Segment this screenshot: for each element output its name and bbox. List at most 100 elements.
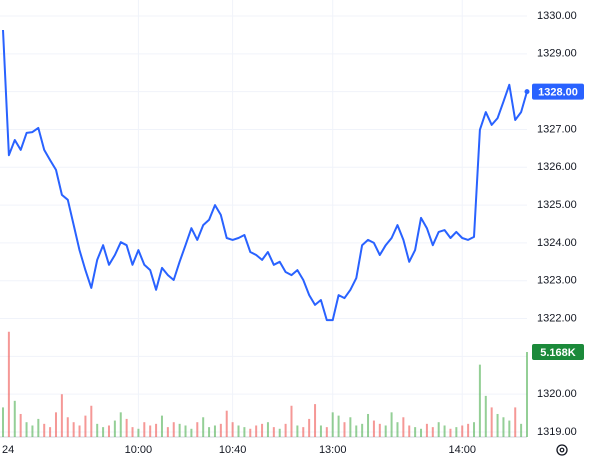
volume-bar (196, 422, 199, 437)
volume-bar (378, 423, 381, 437)
volume-bar (290, 405, 293, 437)
volume-bar (278, 428, 281, 437)
volume-bar (496, 413, 499, 437)
volume-bar (66, 417, 69, 437)
volume-bar (143, 422, 146, 437)
y-tick-label: 1324.00 (537, 237, 577, 249)
volume-bar (467, 423, 470, 437)
volume-bar (213, 425, 216, 437)
volume-bar (178, 423, 181, 437)
volume-bar (202, 417, 205, 437)
volume-bar (284, 423, 287, 437)
volume-bar (343, 422, 346, 437)
volume-bar (490, 407, 493, 437)
volume-bar (231, 422, 234, 437)
volume-bar (272, 427, 275, 437)
volume-bar (484, 395, 487, 437)
volume-bar (455, 427, 458, 437)
price-line (2, 29, 528, 322)
volume-bar (325, 427, 328, 437)
volume-bar (137, 428, 140, 437)
volume-bar (420, 428, 423, 437)
volume-bar (520, 423, 523, 437)
volume-bar (331, 412, 334, 437)
volume-bar (461, 425, 464, 437)
volume-bar (437, 422, 440, 437)
y-tick-label: 1326.00 (537, 161, 577, 173)
volume-bar (113, 420, 116, 437)
y-tick-label: 1327.00 (537, 123, 577, 135)
volume-bar (449, 428, 452, 437)
settings-icon[interactable] (556, 444, 568, 456)
volume-bar (102, 427, 105, 437)
volume-bar (367, 413, 370, 437)
volume-bar (184, 425, 187, 437)
y-tick-label: 1330.00 (537, 10, 577, 22)
volume-bar (372, 420, 375, 437)
price-badge-label: 1328.00 (538, 87, 578, 99)
x-tick-label: 14:00 (448, 444, 476, 456)
last-point (524, 89, 530, 95)
volume-bar (119, 412, 122, 437)
volume-bar (355, 425, 358, 437)
volume-bar (314, 404, 317, 437)
volume-bar (31, 425, 34, 437)
volume-bar (255, 425, 258, 437)
volume-bar (25, 422, 28, 437)
volume-bar (308, 418, 311, 437)
y-tick-label: 1329.00 (537, 48, 577, 60)
volume-bar (78, 425, 81, 437)
volume-bar (243, 427, 246, 437)
volume-bar (54, 412, 57, 437)
volume-bar (266, 422, 269, 437)
volume-bar (402, 417, 405, 437)
volume-bar (166, 427, 169, 437)
volume-bar (160, 415, 163, 437)
volume-bar (131, 427, 134, 437)
volume-bar (237, 425, 240, 437)
x-tick-label: 10:00 (125, 444, 153, 456)
y-tick-label: 1319.00 (537, 426, 577, 438)
volume-bar (37, 418, 40, 437)
volume-bar (361, 423, 364, 437)
volume-bar (431, 427, 434, 437)
volume-bar (60, 394, 63, 437)
volume-bar (72, 422, 75, 437)
volume-bar (43, 423, 46, 437)
volume-bar (107, 425, 110, 437)
volume-bar (502, 417, 505, 437)
volume-bar (443, 425, 446, 437)
volume-bar (90, 405, 93, 437)
y-tick-label: 1325.00 (537, 199, 577, 211)
x-tick-label: 13:00 (319, 444, 347, 456)
volume-bar (319, 425, 322, 437)
y-tick-label: 1320.00 (537, 388, 577, 400)
volume-bar (396, 422, 399, 437)
volume-bar (96, 423, 99, 437)
volume-bar (296, 425, 299, 437)
volume-bar (514, 407, 517, 437)
volume-bar (13, 400, 16, 437)
volume-bar (149, 425, 152, 437)
volume-bar (349, 417, 352, 437)
volume-bar (19, 413, 22, 437)
volume-bar (408, 425, 411, 437)
volume-bar (508, 420, 511, 437)
y-tick-label: 1323.00 (537, 275, 577, 287)
volume-bar (478, 364, 481, 437)
volume-bar (208, 427, 211, 437)
y-tick-label: 1322.00 (537, 312, 577, 324)
volume-bar (225, 410, 228, 437)
volume-bar (7, 331, 10, 437)
volume-bar (390, 412, 393, 437)
volume-bar (219, 423, 222, 437)
volume-bar (84, 415, 87, 437)
volume-badge-label: 5.168K (540, 347, 576, 359)
volume-bar (337, 415, 340, 437)
volume-bar (302, 427, 305, 437)
volume-bar (384, 425, 387, 437)
volume-bar (249, 428, 252, 437)
volume-bar (261, 423, 264, 437)
